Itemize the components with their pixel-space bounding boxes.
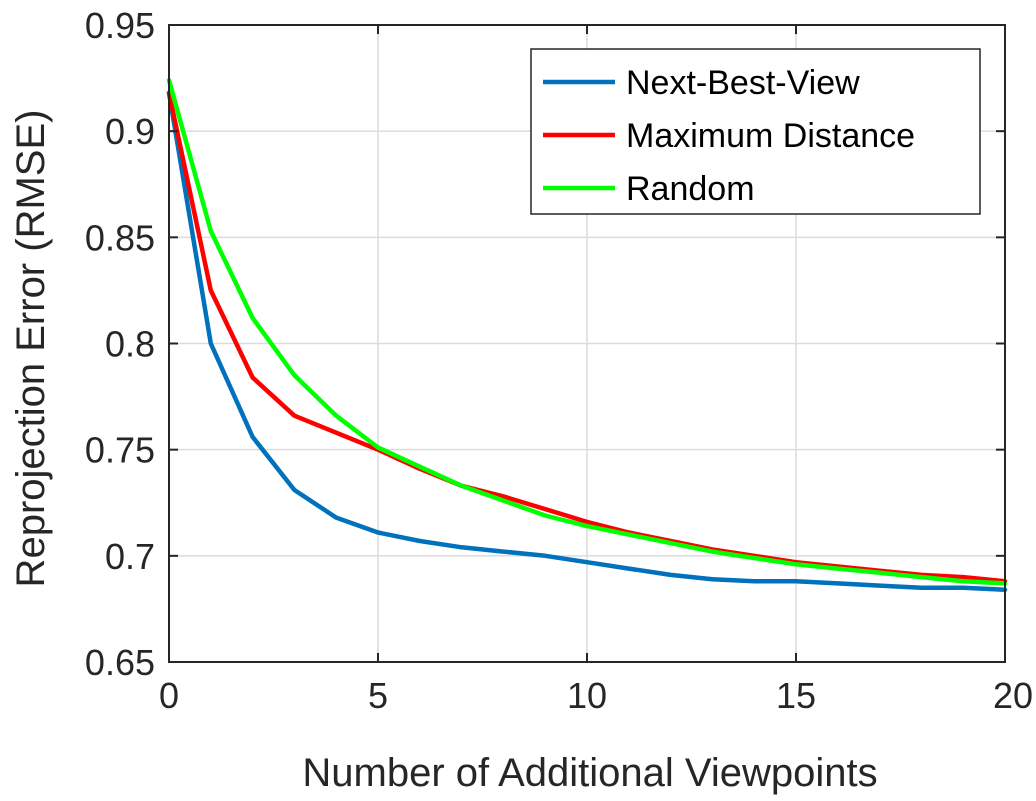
y-axis-label: Reprojection Error (RMSE) <box>9 110 53 588</box>
series-line-0 <box>166 90 1008 593</box>
x-tick-label: 5 <box>368 675 388 716</box>
legend: Next-Best-View Maximum Distance Random <box>530 48 981 215</box>
y-tick-label: 0.85 <box>85 217 155 258</box>
x-tick-label: 20 <box>993 675 1033 716</box>
y-tick-label: 0.65 <box>85 642 155 683</box>
series-group <box>166 77 1008 593</box>
x-tick-label: 15 <box>776 675 816 716</box>
x-tick-label: 0 <box>159 675 179 716</box>
legend-entry-0: Next-Best-View <box>626 64 860 102</box>
series-line-2 <box>166 77 1008 586</box>
x-axis-label: Number of Additional Viewpoints <box>302 751 877 795</box>
y-tick-label: 0.75 <box>85 430 155 471</box>
legend-entry-1: Maximum Distance <box>626 117 915 155</box>
y-tick-label: 0.7 <box>105 536 155 577</box>
axis-ticks: 0 5 10 15 20 0.65 0.7 0.75 0.8 0.85 0.9 0.95 <box>85 5 1033 716</box>
y-tick-label: 0.8 <box>105 324 155 365</box>
legend-entry-2: Random <box>626 170 755 208</box>
y-tick-label: 0.95 <box>85 5 155 46</box>
x-tick-label: 10 <box>567 675 607 716</box>
y-tick-label: 0.9 <box>105 111 155 152</box>
